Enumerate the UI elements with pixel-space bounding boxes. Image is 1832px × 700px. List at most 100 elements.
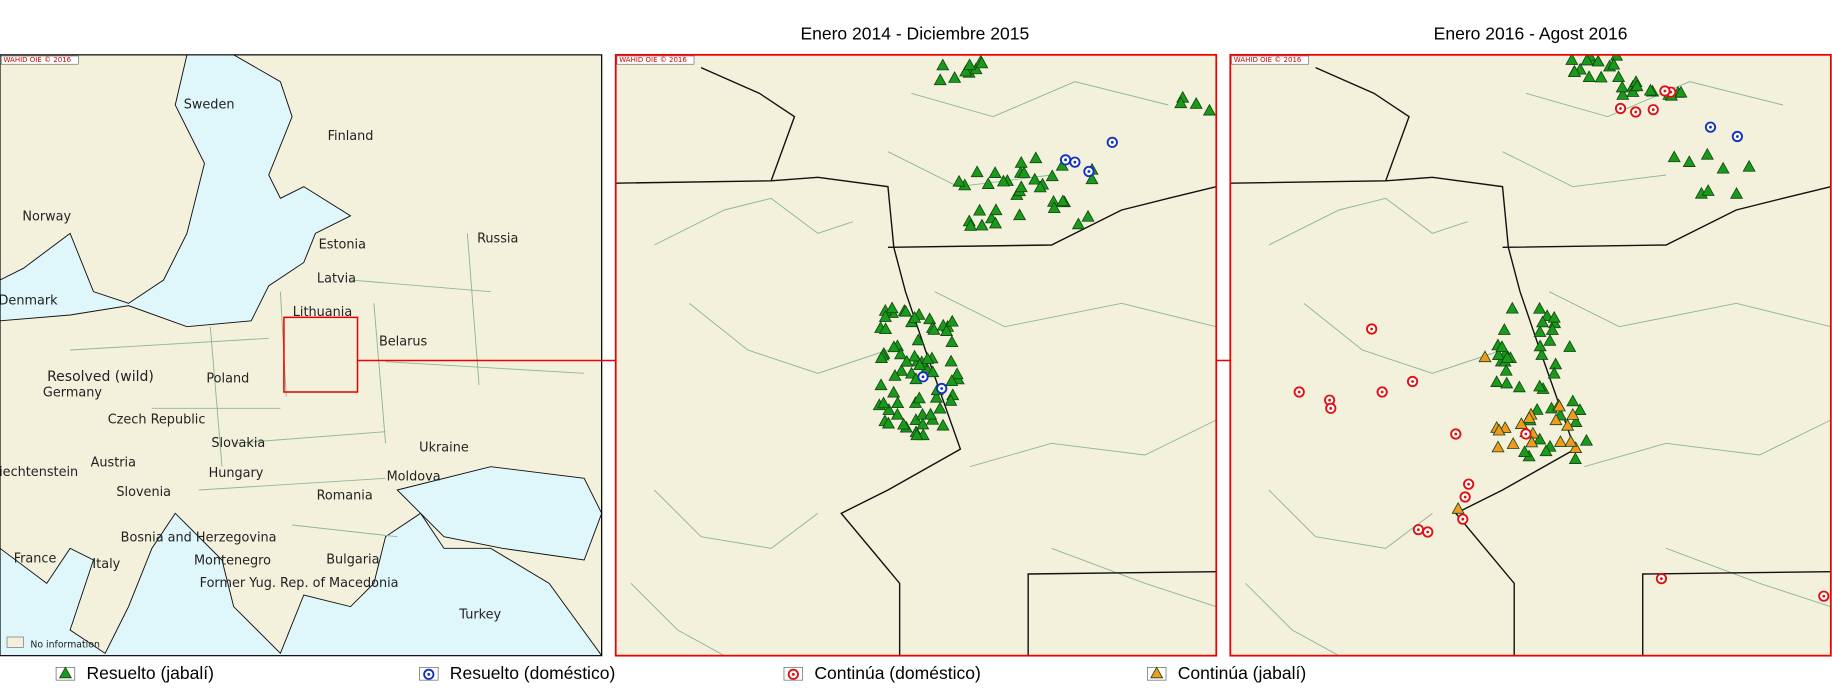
outbreak-marker <box>1594 70 1608 83</box>
outbreak-marker <box>959 64 973 77</box>
outbreak-marker <box>1518 445 1532 457</box>
outbreak-marker <box>940 387 944 390</box>
outbreak-marker <box>936 58 950 71</box>
outbreak-marker <box>1497 323 1511 335</box>
copyright: WAHID OIE © 2016 <box>4 56 72 64</box>
outbreak-marker <box>988 216 1002 229</box>
outbreak-marker <box>1463 495 1467 499</box>
country-label: Denmark <box>0 294 58 309</box>
outbreak-marker <box>1630 79 1644 92</box>
outbreak-marker <box>916 417 930 430</box>
country-label: Austria <box>91 456 136 471</box>
outbreak-marker <box>1492 423 1506 436</box>
overview-map: Sweden Finland Norway Estonia Russia Latvia De… <box>0 54 602 656</box>
country-border <box>700 67 1217 249</box>
outbreak-marker <box>988 166 1002 178</box>
outbreak-marker <box>1735 135 1739 138</box>
outbreak-marker <box>945 335 959 348</box>
panel-frame <box>1229 53 1832 657</box>
outbreak-marker <box>1461 517 1465 521</box>
outbreak-marker <box>1506 437 1520 449</box>
no-info-label: No information <box>30 640 100 651</box>
outbreak-marker <box>945 314 959 327</box>
outbreak-marker <box>929 390 943 403</box>
outbreak-marker <box>879 322 893 335</box>
country-label: Germany <box>43 386 102 401</box>
outbreak-marker <box>1579 433 1594 446</box>
outbreak-marker <box>1563 340 1577 352</box>
outbreak-marker <box>1569 441 1583 453</box>
outbreak-marker <box>1045 169 1059 182</box>
country-label: Bulgaria <box>326 553 379 568</box>
outbreak-marker <box>1525 435 1539 448</box>
outbreak-marker <box>1547 366 1561 379</box>
outbreak-marker <box>1561 418 1575 431</box>
country-label: Poland <box>206 372 249 387</box>
outbreak-marker <box>913 358 927 371</box>
outbreak-marker <box>1530 403 1544 415</box>
outbreak-marker <box>900 354 914 367</box>
outbreak-marker <box>921 375 925 379</box>
country-border <box>1230 176 1576 656</box>
country-label: Czech Republic <box>108 413 206 428</box>
outbreak-marker <box>1543 333 1557 346</box>
no-info-swatch <box>6 636 24 648</box>
outbreak-marker <box>897 417 911 430</box>
outbreak-marker <box>1014 180 1028 193</box>
outbreak-marker <box>1667 150 1681 163</box>
outbreak-marker <box>970 165 984 178</box>
outbreak-marker <box>885 301 899 314</box>
outbreak-marker <box>1451 501 1465 514</box>
outbreak-marker <box>950 367 964 380</box>
outbreak-marker <box>924 407 938 420</box>
outbreak-marker <box>1547 310 1561 323</box>
admin-border <box>630 81 1217 656</box>
panel-frame <box>614 53 1218 657</box>
outbreak-marker <box>1189 96 1203 109</box>
outbreak-marker <box>1329 406 1333 410</box>
outbreak-marker <box>1569 415 1583 427</box>
outbreak-marker <box>1568 65 1582 77</box>
legend-label: Continúa (jabalí) <box>1178 663 1306 683</box>
admin-borders <box>630 81 1217 656</box>
country-label: Moldova <box>387 470 441 485</box>
copyright-box <box>1231 55 1309 65</box>
outbreak-marker <box>1573 403 1587 415</box>
outbreak-marker <box>933 401 947 414</box>
outbreak-marker <box>1643 83 1658 96</box>
outbreak-marker <box>927 322 941 335</box>
country-label: Italy <box>92 557 120 572</box>
outbreak-marker <box>1674 85 1688 98</box>
outbreak-marker <box>427 672 431 676</box>
outbreak-marker <box>894 363 909 376</box>
outbreak-marker <box>926 365 940 378</box>
outbreak-marker <box>874 378 888 391</box>
outbreak-marker <box>912 391 926 404</box>
outbreak-marker <box>975 218 989 231</box>
outbreak-marker <box>975 56 989 69</box>
country-label: France <box>14 551 57 566</box>
outbreak-marker <box>882 403 896 415</box>
outbreak-marker <box>1056 194 1070 207</box>
outbreak-marker <box>1568 452 1582 464</box>
outbreak-marker <box>1467 482 1471 486</box>
country-border <box>1027 570 1217 656</box>
copyright: WAHID OIE © 2016 <box>1234 56 1302 64</box>
copyright-box <box>0 55 79 65</box>
copyright: WAHID OIE © 2016 <box>619 56 687 64</box>
outbreak-marker <box>1029 151 1043 164</box>
outbreak-marker <box>1499 363 1513 376</box>
outbreak-marker <box>1017 166 1031 178</box>
outbreak-marker <box>939 324 954 336</box>
legend-label: Continúa (doméstico) <box>814 663 980 683</box>
outbreak-marker <box>1328 398 1332 402</box>
markers <box>872 54 1216 441</box>
outbreak-marker <box>1607 57 1621 70</box>
outbreak-marker <box>1081 209 1095 222</box>
outbreak-marker <box>1150 666 1164 679</box>
outbreak-marker <box>1539 444 1553 457</box>
outbreak-marker <box>58 666 72 679</box>
outbreak-marker <box>1533 432 1547 445</box>
outbreak-marker <box>1545 323 1559 335</box>
